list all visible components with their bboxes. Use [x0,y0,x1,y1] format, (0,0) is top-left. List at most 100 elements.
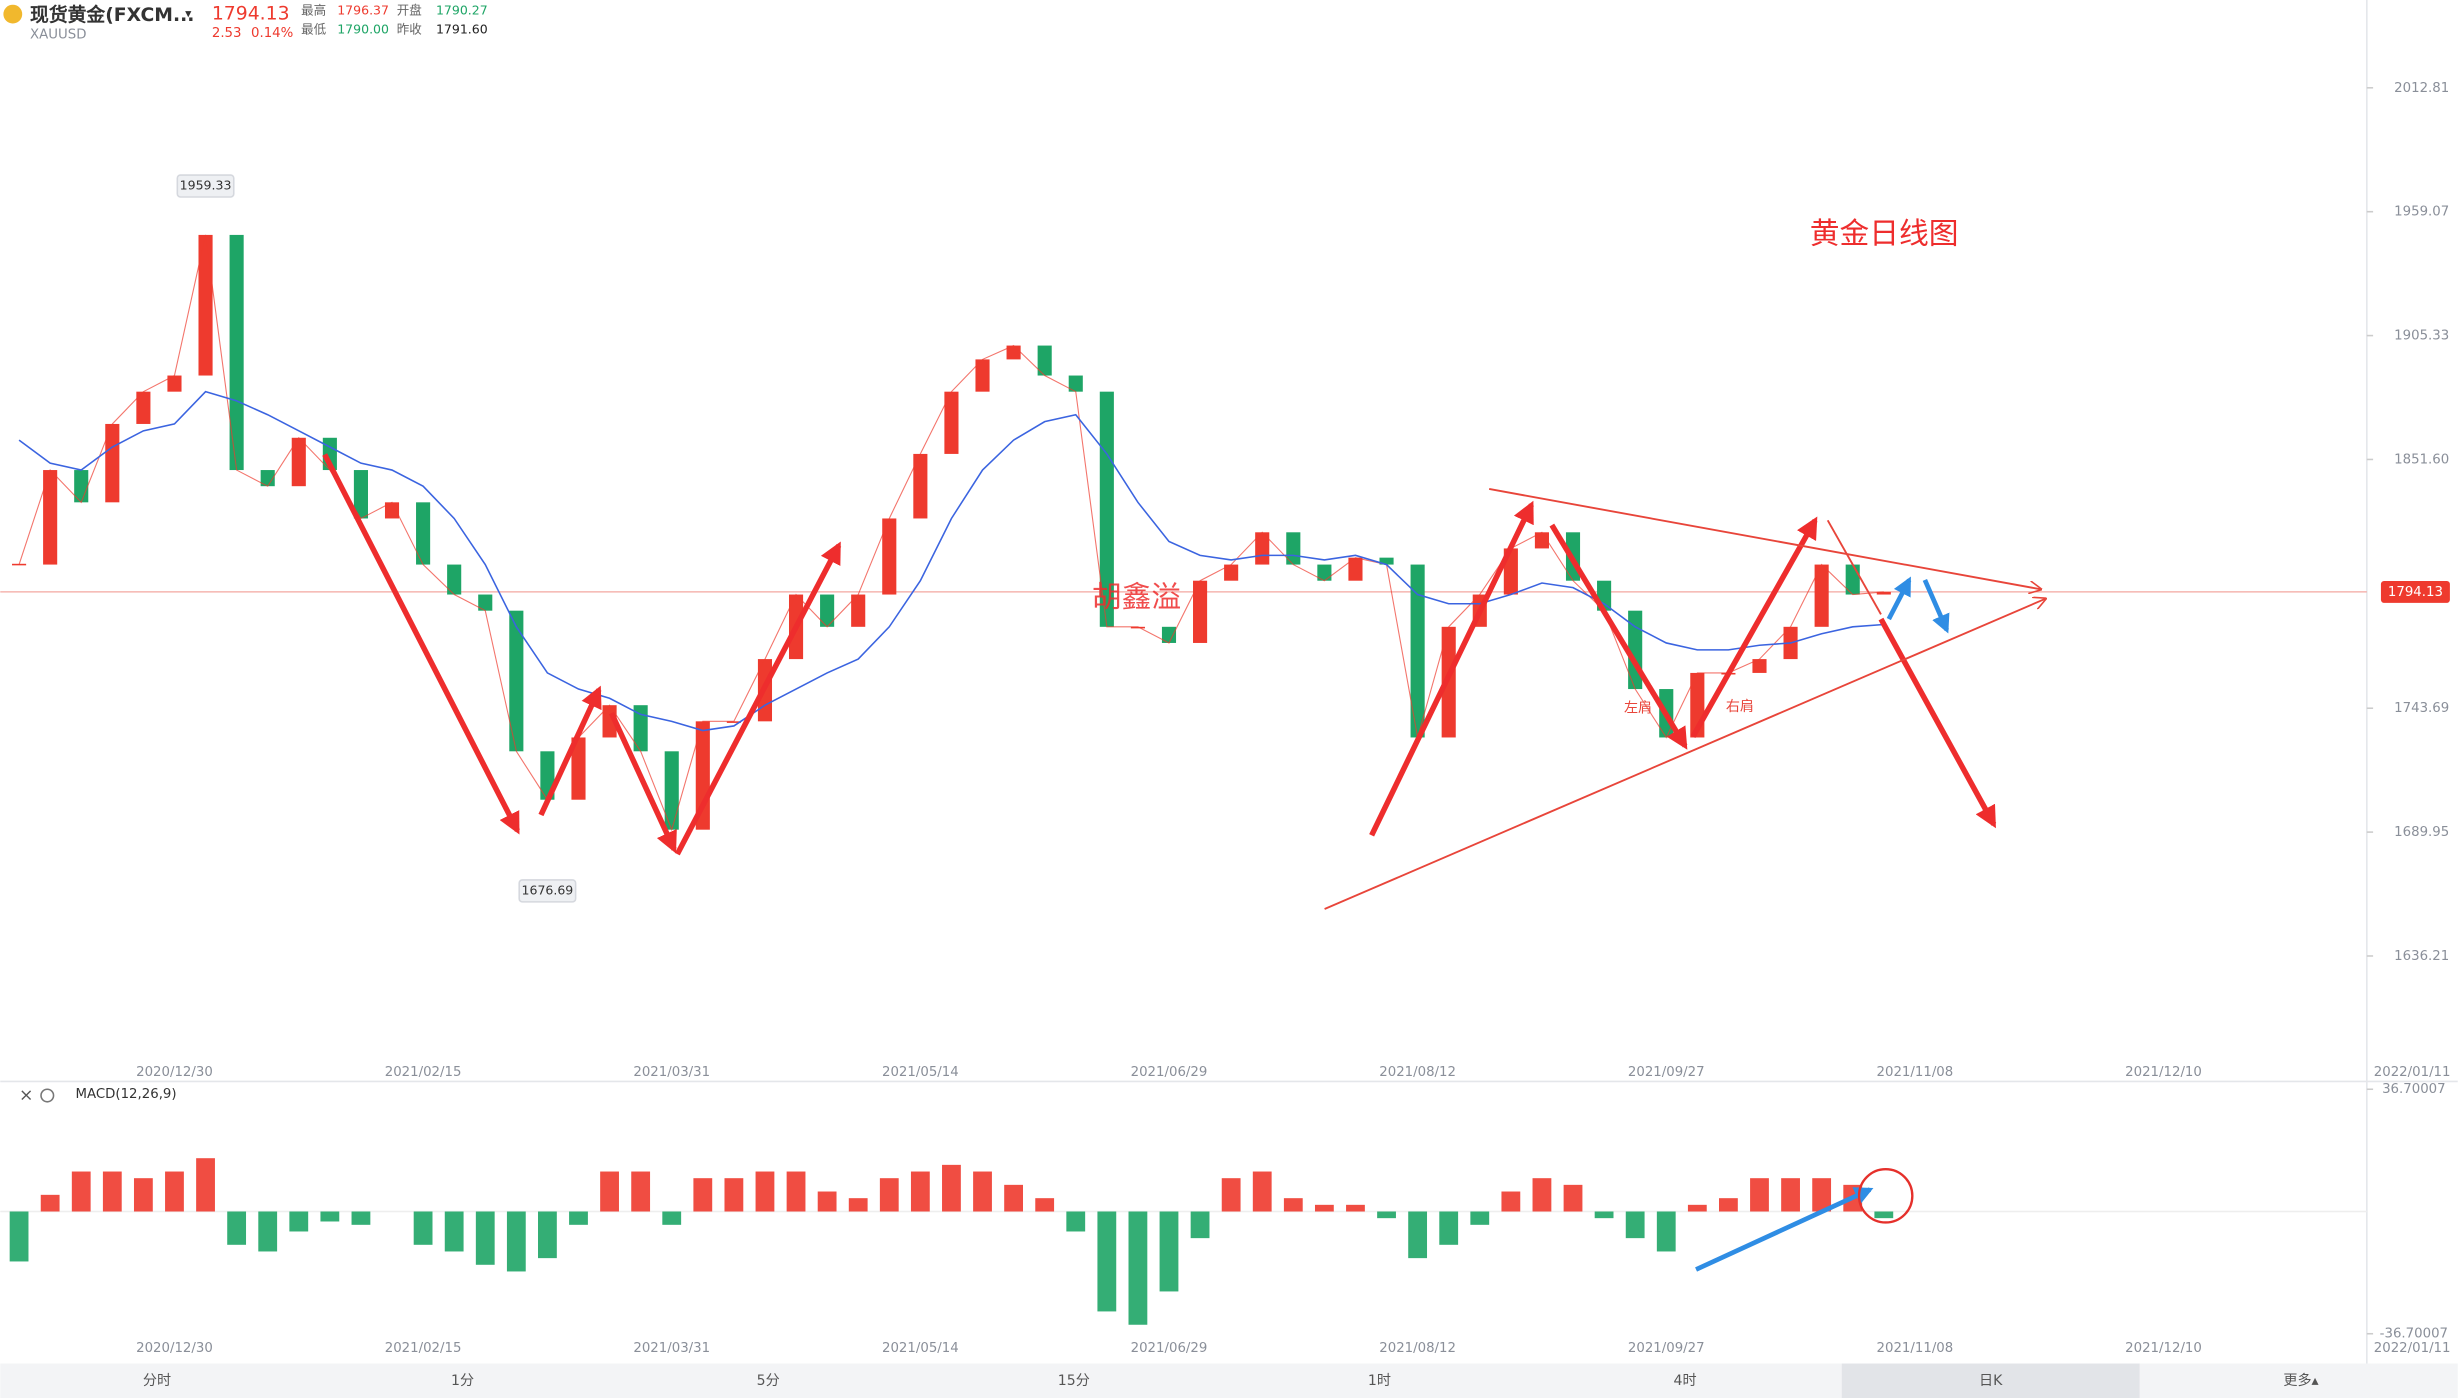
macd-bar [71,1171,91,1212]
price-note-box [518,879,577,903]
macd-bar [942,1164,961,1212]
macd-bar [1128,1211,1148,1325]
macd-bar [351,1211,371,1225]
macd-bar [1035,1198,1055,1212]
x-tick-label: 2021/06/29 [1131,1341,1208,1356]
y-tick-label: 1689.95 [2394,825,2449,840]
candle [944,391,959,454]
macd-bar [1346,1204,1365,1212]
stat-label: 最高 [301,2,326,17]
macd-bar [320,1211,340,1222]
toolbar-tab[interactable]: 更多▴ [2283,1372,2319,1389]
x-tick-label: 2020/12/30 [136,1065,213,1080]
candle [975,359,990,392]
candle [167,375,182,392]
macd-bar [1314,1204,1334,1212]
x-tick-label: 2021/12/10 [2125,1341,2202,1356]
candle [509,610,524,752]
macd-bar [1190,1211,1210,1239]
macd-bar [1687,1204,1707,1212]
stat-label: 最低 [301,21,327,36]
candle [1348,557,1363,581]
candle [43,470,58,565]
candle [633,705,648,752]
candle [1534,532,1549,549]
drawn-arrows [322,453,1997,856]
toolbar-tab[interactable]: 日K [1979,1373,2003,1389]
price: 1794.13 [212,4,290,25]
toolbar-tab[interactable]: 1分 [451,1373,474,1389]
close-icon[interactable]: × [19,1086,33,1106]
x-tick-label: 2021/11/08 [1877,1065,1954,1080]
candle [1130,626,1145,629]
author: 胡鑫溢 [1092,580,1181,615]
macd-bar [1066,1211,1086,1232]
macd-bar [724,1178,744,1212]
macd-bar [538,1211,557,1259]
macd-bar [693,1178,713,1212]
indicator-title: MACD(12,26,9) [75,1087,176,1102]
candle [1161,626,1177,643]
candle [1224,564,1239,581]
macd-bar [1719,1198,1738,1212]
toolbar-tab[interactable]: 5分 [757,1373,780,1389]
x-tick-label: 2021/11/08 [1877,1341,1954,1356]
x-tick-label: 2021/09/27 [1628,1341,1705,1356]
macd-bar [40,1194,60,1212]
price-note-box [176,174,235,198]
y-tick-label: 1743.69 [2394,701,2449,716]
macd-bar [475,1211,495,1265]
y-tick-label: 36.70007 [2382,1082,2446,1097]
macd-bar [258,1211,278,1252]
macd-bar [506,1211,526,1272]
macd-bar [1874,1211,1894,1219]
stat-value: 1790.27 [436,2,488,17]
candle [1876,591,1891,595]
stat-value: 1796.37 [337,2,389,17]
macd-bar [848,1198,868,1212]
tabs: 分时 1分 5分 15分 1时 4时 日K 更多▴ [143,1372,2320,1389]
macd-bar [817,1191,837,1212]
candle [1814,564,1829,627]
macd-bar [227,1211,247,1245]
stat-value: 1791.60 [436,21,488,36]
candle [198,234,213,376]
macd-bar [444,1211,464,1252]
macd-bar [133,1178,153,1212]
macd-bar [631,1171,651,1212]
change-pct: 0.14% [251,26,293,41]
macd-bar [600,1171,619,1212]
candle [664,751,679,830]
macd-bar [289,1211,309,1232]
symbol-name[interactable]: 现货黄金(FXCM... [30,3,194,26]
shoulder-label: 左肩 [1624,700,1652,716]
macd-bar [973,1171,992,1212]
macd-bar [1594,1211,1614,1219]
triangle-lines [1324,488,2046,910]
candle [913,453,928,519]
x-tick-label: 2021/05/14 [882,1341,959,1356]
candle [105,423,120,503]
current-price-box [2380,580,2450,603]
stat-value: 1790.00 [337,21,389,36]
macd-bar [1470,1211,1490,1225]
macd-bar [102,1171,122,1212]
toolbar-tab[interactable]: 15分 [1058,1373,1090,1389]
toolbar-tab[interactable]: 分时 [143,1373,171,1389]
macd-bar [1750,1178,1769,1212]
price-note: 1676.69 [522,882,574,897]
toolbar-tab[interactable]: 4时 [1674,1373,1697,1389]
toolbar-tab[interactable]: 1时 [1368,1373,1391,1389]
y-tick-label: 1851.60 [2394,452,2449,467]
macd-bar [1097,1211,1117,1312]
candle [291,437,306,487]
settings-icon[interactable] [40,1088,55,1103]
candle [1317,564,1332,581]
dropdown-icon[interactable]: ▾ [185,6,192,21]
macd-bar [1625,1211,1645,1239]
candle [726,721,741,723]
candle [1752,659,1767,673]
macd-bar [1004,1184,1023,1212]
